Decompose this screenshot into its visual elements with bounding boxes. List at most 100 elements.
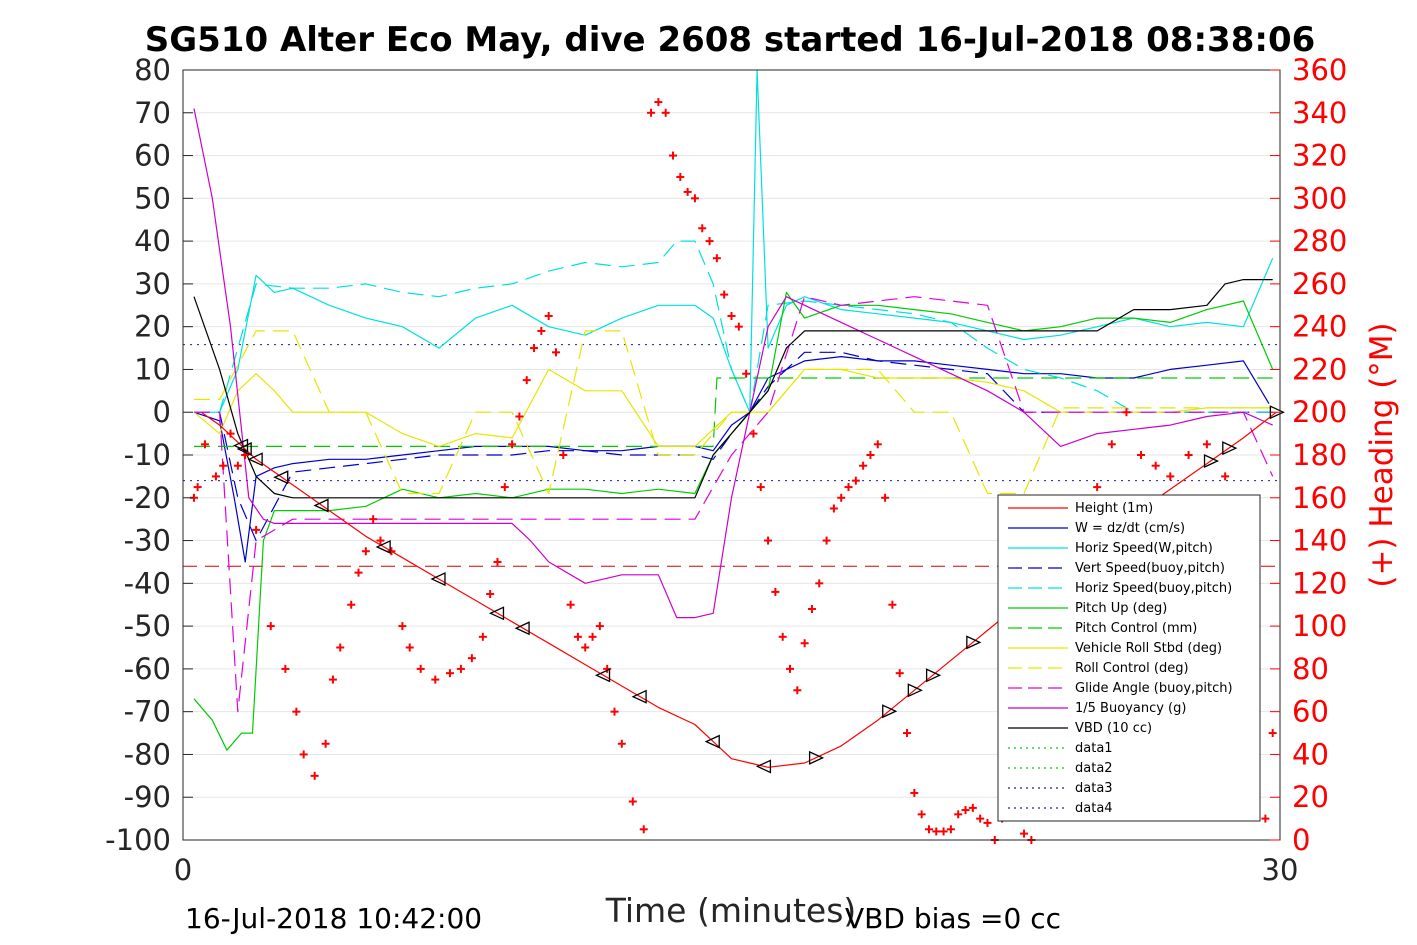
y-tick-label: -30 [124,524,171,558]
y2-tick-label: 200 [1292,395,1347,429]
heading-marker [815,579,824,588]
legend-item-horiz-speed-w-pitch: Horiz Speed(W,pitch) [1008,541,1213,556]
heading-marker [405,643,414,652]
heading-marker [336,643,345,652]
direction-marker [882,704,898,719]
heading-marker [756,483,765,492]
heading-marker [764,536,773,545]
y2-tick-label: 0 [1292,823,1310,857]
heading-marker [266,622,275,631]
heading-marker [932,827,941,836]
heading-marker [376,536,385,545]
series-line-horiz-speed-buoy-pitch [194,240,1273,413]
series-line-pitch-up-deg [193,291,1274,751]
heading-marker [1122,408,1131,417]
series-line-pitch-control-mm [194,377,1273,447]
legend-label: W = dz/dt (cm/s) [1075,521,1185,536]
heading-marker [299,750,308,759]
legend-label: data1 [1075,741,1113,756]
legend-label: VBD (10 cc) [1075,721,1152,736]
direction-marker [488,606,505,621]
heading-marker [690,194,699,203]
heading-marker [387,547,396,556]
y2-tick-label: 60 [1292,695,1329,729]
heading-marker [866,451,875,459]
y2-tick-label: 320 [1292,139,1347,173]
heading-marker [1137,451,1146,459]
heading-marker [595,622,604,631]
heading-marker [829,504,838,513]
direction-marker [755,759,772,774]
series-line-w-dz-dt-cm-s [193,356,1270,563]
legend-item-horiz-speed-buoy-pitch: Horiz Speed(buoy,pitch) [1008,581,1232,596]
y-axis-ticks: 80 70 60 50 40 30 20 10 0 -10 -20 -30 -40 -50 -60 -70 -8… [105,53,193,857]
footer-vbd-bias: VBD bias =0 cc [845,902,1061,935]
heading-marker [924,825,933,834]
y-tick-label: -20 [124,481,171,515]
y2-axis-ticks: 3603403203002802602402202001801601401201… [1270,53,1347,857]
heading-marker [822,536,831,545]
direction-marker [273,470,289,485]
y2-tick-label: 280 [1292,224,1347,258]
heading-marker [617,739,626,748]
direction-marker [236,441,252,457]
heading-marker [200,440,209,449]
heading-marker [211,472,220,481]
heading-marker [551,348,560,357]
heading-marker [416,664,425,673]
heading-marker [610,707,619,716]
heading-marker [369,515,378,524]
legend-item-data3: data3 [1008,781,1113,796]
heading-marker [1020,829,1029,838]
heading-marker [573,632,582,641]
direction-marker [430,572,446,587]
legend-label: data2 [1075,761,1113,776]
legend-label: 1/5 Buoyancy (g) [1075,701,1186,716]
y-tick-label: 70 [134,96,171,130]
heading-marker [705,237,714,246]
heading-marker [639,825,648,834]
legend-item-glide-angle-buoy-pitch: Glide Angle (buoy,pitch) [1008,681,1233,696]
dive-direction-markers [232,405,1285,774]
heading-marker [292,707,301,716]
legend-label: Vert Speed(buoy,pitch) [1075,561,1225,576]
heading-marker [1268,729,1277,738]
y-tick-label: -70 [124,695,171,729]
heading-marker [328,675,337,684]
y-tick-label: 60 [134,139,171,173]
direction-marker [514,621,530,636]
series-line-roll-control-deg [194,330,1273,495]
heading-marker [544,311,553,320]
x-tick-label: 0 [174,853,192,887]
heading-marker [581,643,590,652]
heading-marker [712,254,721,263]
y2-tick-label: 140 [1292,524,1347,558]
heading-marker [771,587,780,596]
y-tick-label: 20 [134,310,171,344]
series-line-glide-angle-buoy-pitch [194,296,1274,713]
heading-marker [1184,451,1193,459]
heading-marker [873,440,882,449]
heading-marker [493,557,502,566]
y-tick-label: -10 [124,438,171,472]
y2-tick-label: 180 [1292,438,1347,472]
y2-tick-label: 160 [1292,481,1347,515]
heading-marker [734,322,743,331]
x-axis-label: Time (minutes) [605,891,857,930]
y-tick-label: 50 [134,181,171,215]
heading-marker [566,600,575,609]
direction-marker [1203,453,1220,469]
legend-item-w-dz-dt-cm-s: W = dz/dt (cm/s) [1008,521,1185,536]
y2-tick-label: 80 [1292,652,1329,686]
heading-marker [431,675,440,684]
heading-marker [917,810,926,819]
legend-item-data2: data2 [1008,761,1113,776]
legend-box [997,494,1261,822]
y-tick-label: -80 [124,737,171,771]
legend-item-roll-control-deg: Roll Control (deg) [1008,661,1189,676]
series-line-vehicle-roll-stbd-deg [193,368,1273,447]
heading-marker [486,590,495,599]
heading-marker [888,600,897,609]
heading-marker [1261,814,1270,823]
heading-marker [219,461,228,470]
